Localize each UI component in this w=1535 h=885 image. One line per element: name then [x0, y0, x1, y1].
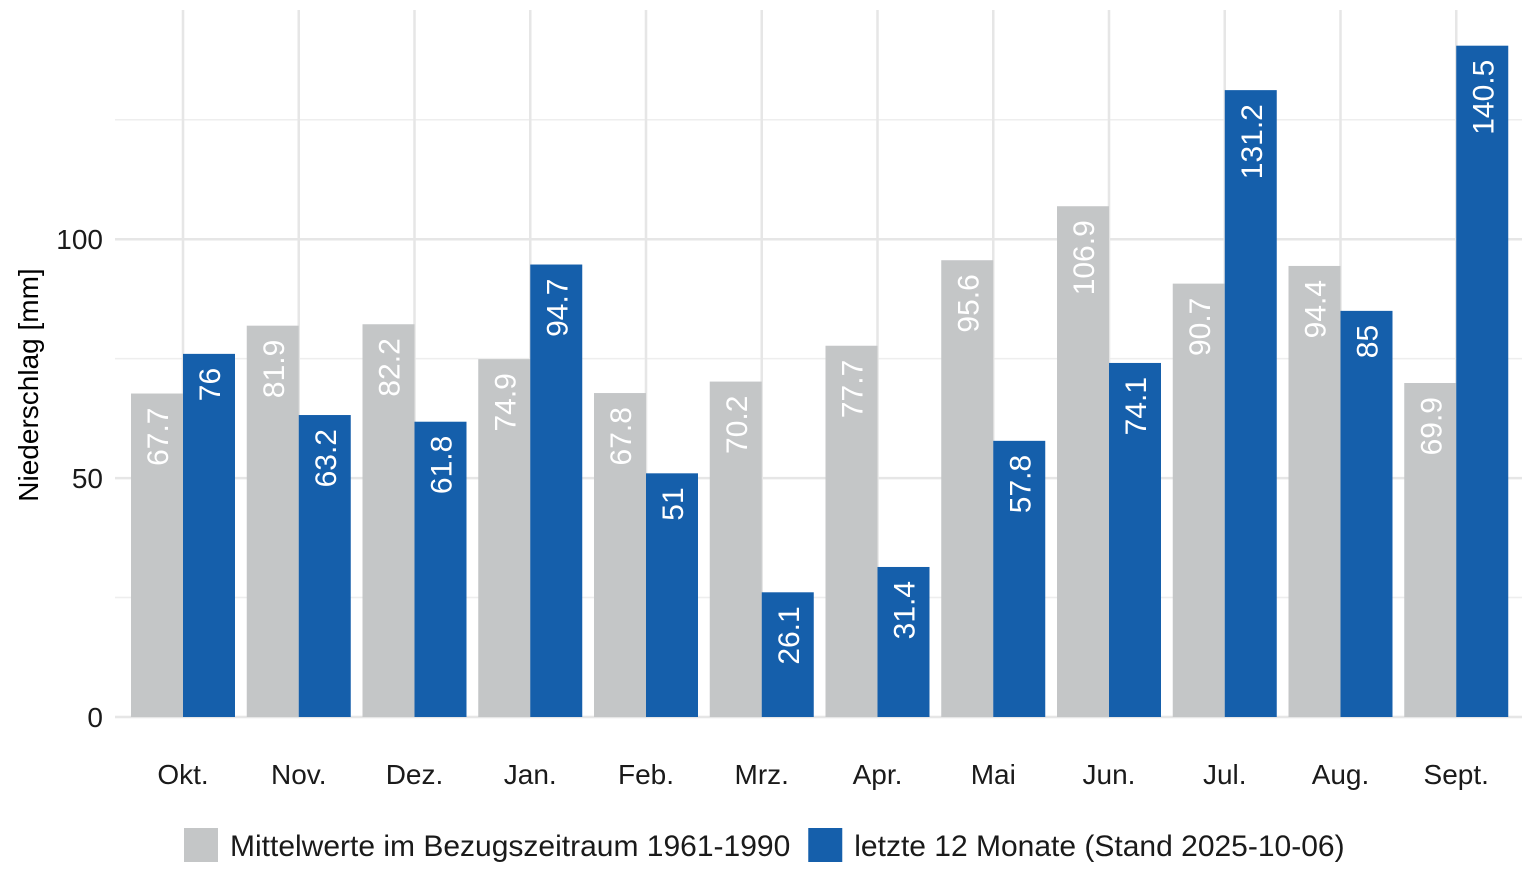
x-tick-label: Apr.: [853, 759, 903, 790]
bar-value-label: 63.2: [310, 429, 343, 487]
x-tick-label: Mai: [971, 759, 1016, 790]
bar-mittelwert: [1172, 283, 1225, 717]
x-tick-label: Okt.: [157, 759, 208, 790]
y-tick-label: 50: [72, 463, 103, 494]
x-tick-label: Jul.: [1203, 759, 1247, 790]
bar-mittelwert: [362, 324, 415, 717]
bar-mittelwert: [825, 345, 878, 717]
bar-letzte-12-monate: [183, 353, 235, 717]
legend-swatch: [808, 828, 843, 862]
x-axis: Okt. Nov. Dez. Jan. Feb. Mrz. Apr. Mai Jun. Jul. A…: [157, 759, 1489, 790]
bar-letzte-12-monate: [1456, 45, 1509, 718]
bar-value-label: 95.6: [952, 274, 985, 332]
bar-value-label: 90.7: [1184, 298, 1217, 356]
legend-swatch: [184, 828, 218, 862]
bar-value-label: 67.8: [605, 407, 638, 465]
x-tick-label: Jun.: [1083, 759, 1136, 790]
bar-mittelwert: [131, 393, 183, 717]
bar-letzte-12-monate: [298, 415, 351, 717]
bar-value-label: 67.7: [142, 408, 175, 466]
bar-value-label: 74.1: [1120, 377, 1153, 435]
bar-letzte-12-monate: [993, 440, 1046, 717]
bar-letzte-12-monate: [1224, 90, 1277, 717]
bar-value-labels: 67.7 81.9 82.2 74.9 67.8 70.2 77.7 95.6 106.9 90.…: [142, 60, 1500, 665]
bar-mittelwert: [1288, 265, 1341, 717]
bar-mittelwert: [246, 325, 299, 717]
legend-label: letzte 12 Monate (Stand 2025-10-06): [854, 830, 1344, 863]
bar-mittelwert: [941, 260, 994, 717]
bar-value-label: 51: [657, 487, 690, 520]
bar-value-label: 26.1: [773, 606, 806, 664]
bar-value-label: 70.2: [721, 396, 754, 454]
bar-value-label: 69.9: [1415, 397, 1448, 455]
bar-value-label: 94.4: [1300, 280, 1333, 338]
bar-mittelwert: [1057, 206, 1109, 717]
x-tick-label: Sept.: [1424, 759, 1489, 790]
bar-mittelwert: [1404, 383, 1457, 717]
bar-mittelwert: [709, 381, 762, 717]
bar-value-label: 57.8: [1004, 455, 1037, 513]
bar-letzte-12-monate: [414, 421, 467, 717]
bar-value-label: 94.7: [541, 279, 574, 337]
bar-value-label: 31.4: [889, 581, 922, 639]
bar-letzte-12-monate: [761, 592, 814, 717]
y-axis: 0 50 100: [56, 224, 103, 733]
y-axis-title: Niederschlag [mm]: [13, 268, 44, 501]
y-tick-label: 0: [87, 702, 103, 733]
x-tick-label: Aug.: [1312, 759, 1370, 790]
bar-letzte-12-monate: [1340, 310, 1393, 717]
x-tick-label: Mrz.: [735, 759, 789, 790]
bar-letzte-12-monate: [646, 473, 698, 717]
bar-value-label: 61.8: [426, 436, 459, 494]
bar-value-label: 82.2: [374, 338, 407, 396]
x-tick-label: Jan.: [504, 759, 557, 790]
bar-letzte-12-monate: [1109, 362, 1161, 717]
bar-value-label: 81.9: [258, 340, 291, 398]
bar-value-label: 85: [1352, 325, 1385, 358]
bar-letzte-12-monate: [530, 264, 583, 717]
bar-value-label: 106.9: [1068, 220, 1101, 295]
bar-mittelwert: [594, 393, 646, 717]
bar-value-label: 77.7: [837, 360, 870, 418]
bar-letzte-12-monate: [877, 566, 930, 717]
x-tick-label: Feb.: [618, 759, 674, 790]
bar-value-label: 140.5: [1467, 60, 1500, 135]
y-tick-label: 100: [56, 224, 103, 255]
legend: Mittelwerte im Bezugszeitraum 1961-1990 l…: [184, 828, 1345, 863]
bar-value-label: 131.2: [1236, 104, 1269, 179]
bar-value-label: 74.9: [489, 373, 522, 431]
bar-mittelwert: [478, 359, 531, 717]
legend-label: Mittelwerte im Bezugszeitraum 1961-1990: [230, 830, 790, 863]
x-tick-label: Nov.: [271, 759, 327, 790]
bar-value-label: 76: [194, 368, 227, 401]
bars: [131, 45, 1509, 718]
x-tick-label: Dez.: [386, 759, 444, 790]
